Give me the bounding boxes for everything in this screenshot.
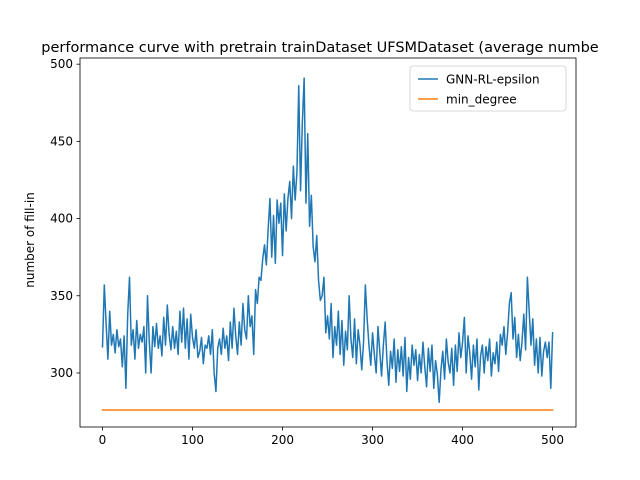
y-tick-label: 500 (50, 57, 73, 71)
x-tick-label: 400 (451, 433, 474, 447)
y-tick-label: 450 (50, 134, 73, 148)
series-line-gnn-rl-epsilon (101, 77, 554, 404)
legend-box (409, 65, 567, 112)
x-tick-label: 500 (541, 433, 564, 447)
x-tick-label: 0 (99, 433, 107, 447)
x-tick-label: 200 (271, 433, 294, 447)
legend-label: GNN-RL-epsilon (446, 73, 540, 87)
x-tick-label: 100 (181, 433, 204, 447)
x-tick-label: 300 (361, 433, 384, 447)
y-tick-label: 300 (50, 366, 73, 380)
legend: GNN-RL-epsilon min_degree (409, 65, 567, 112)
plot-area: 0 100 200 300 400 500 300 350 400 450 500 (50, 57, 577, 447)
axes-frame (79, 57, 577, 428)
legend-label: min_degree (446, 93, 517, 107)
y-axis-label: number of fill-in (23, 192, 37, 288)
y-tick-label: 400 (50, 212, 73, 226)
y-tick-label: 350 (50, 289, 73, 303)
chart-title: performance curve with pretrain trainDat… (41, 40, 598, 56)
